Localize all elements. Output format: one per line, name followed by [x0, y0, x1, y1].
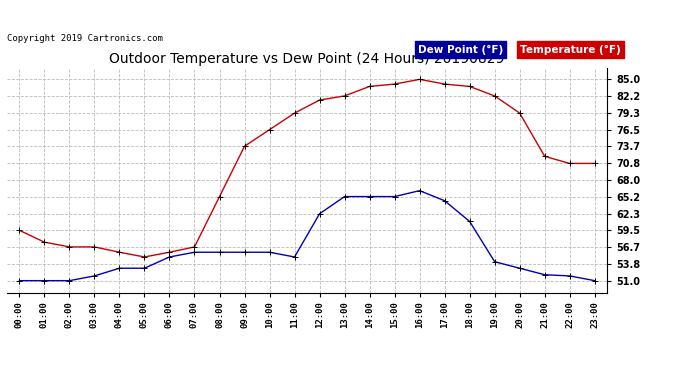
Text: Copyright 2019 Cartronics.com: Copyright 2019 Cartronics.com [7, 34, 163, 43]
Text: Temperature (°F): Temperature (°F) [520, 45, 621, 54]
Title: Outdoor Temperature vs Dew Point (24 Hours) 20190829: Outdoor Temperature vs Dew Point (24 Hou… [109, 53, 505, 66]
Text: Dew Point (°F): Dew Point (°F) [418, 45, 504, 54]
